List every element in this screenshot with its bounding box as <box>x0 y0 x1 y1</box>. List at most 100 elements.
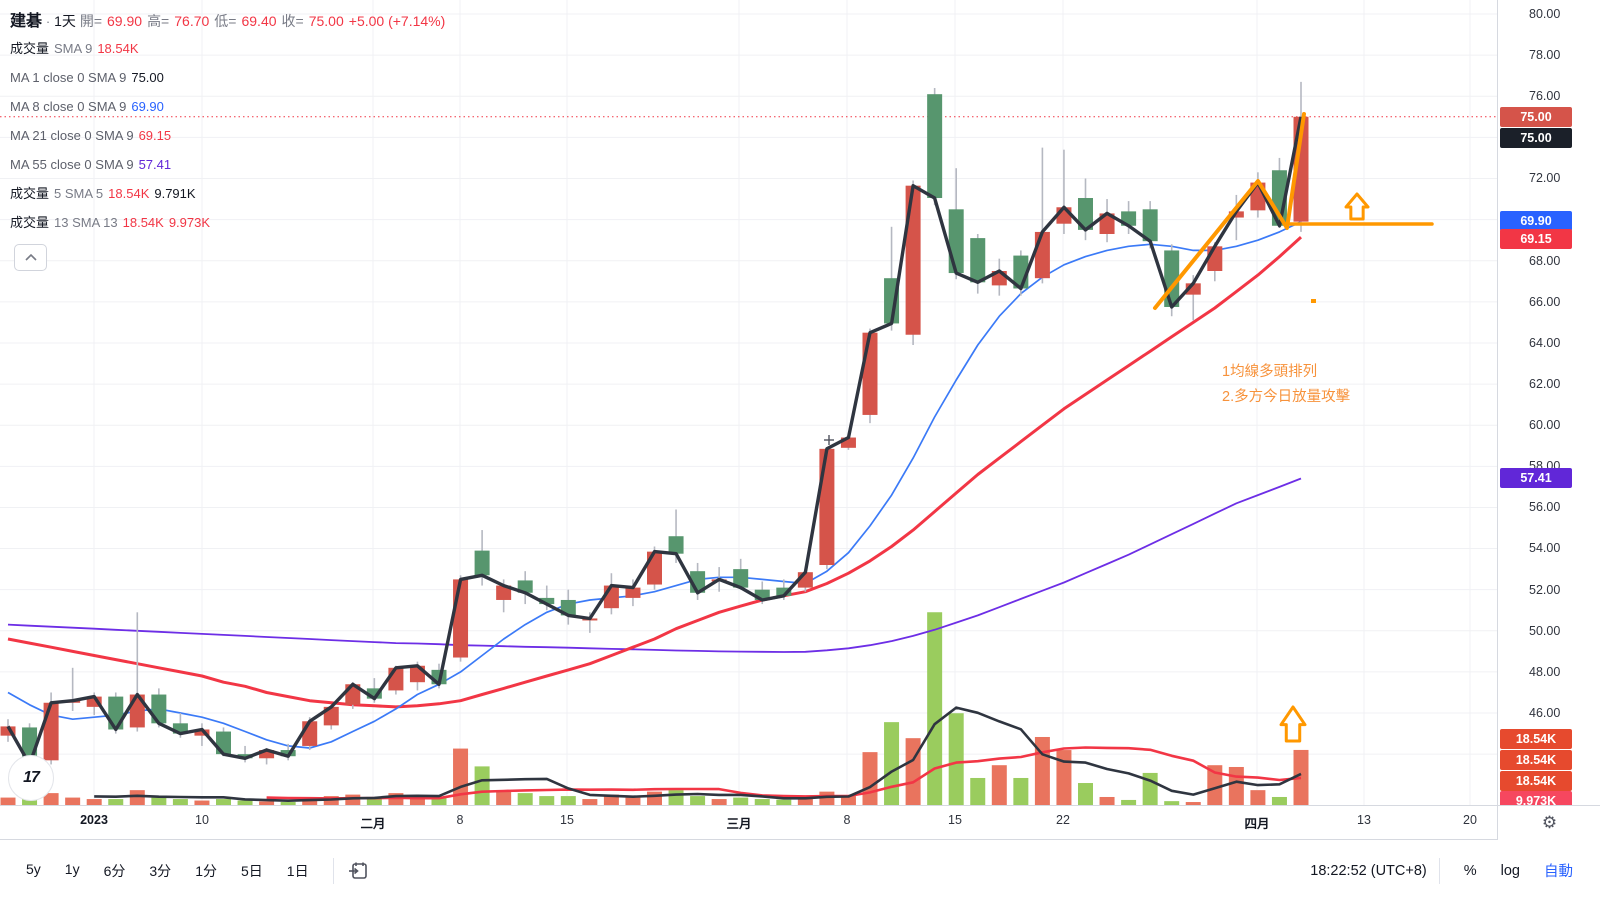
legend-part: 13 SMA 13 <box>54 215 118 230</box>
candle-body <box>668 536 684 554</box>
time-tick-label: 8 <box>843 813 851 827</box>
up-arrow-drawing[interactable] <box>1279 705 1307 743</box>
volume-bar <box>280 802 296 805</box>
volume-bar <box>259 801 275 805</box>
range-button-3分[interactable]: 3分 <box>149 862 172 879</box>
clock-label[interactable]: 18:22:52 (UTC+8) <box>1310 862 1427 879</box>
volume-bar <box>237 800 253 805</box>
legend-part: 9.973K <box>168 215 211 230</box>
volume-bar <box>711 799 727 805</box>
volume-bar <box>862 752 878 805</box>
ma1-close-line <box>6 116 1303 767</box>
candle-body <box>625 587 641 598</box>
legend-part: 76.70 <box>174 13 210 29</box>
legend-part: 75.00 <box>131 70 164 85</box>
price-tick-label: 54.00 <box>1529 541 1561 555</box>
legend-part: 開= <box>79 13 103 29</box>
legend-row-volume-sma5[interactable]: 成交量 5 SMA 5 18.54K 9.791K <box>10 179 450 208</box>
candle-body <box>1142 209 1158 242</box>
price-tick-label: 64.00 <box>1529 336 1561 350</box>
legend-part: 成交量 <box>10 186 50 201</box>
annotation-line-2: 2.多方今日放量攻擊 <box>1222 389 1351 405</box>
volume-sma5-line <box>94 706 1302 802</box>
candle-body <box>517 580 533 593</box>
axis-settings-corner[interactable]: ⚙ <box>1497 805 1600 840</box>
ohlc-values: 開= 69.90 高= 76.70 低= 69.40 收= 75.00 +5.00 (+7.14… <box>80 13 450 29</box>
price-badge: 75.00 <box>1500 107 1572 127</box>
symbol-header[interactable]: 建碁 · 1天 開= 69.90 高= 76.70 低= 69.40 收= 75.00 +5.0… <box>10 8 450 34</box>
volume-bar <box>1271 796 1287 805</box>
candle-body <box>366 688 382 699</box>
range-button-1分[interactable]: 1分 <box>195 862 217 879</box>
time-tick-label: 20 <box>1463 813 1477 827</box>
volume-bar <box>345 794 361 805</box>
price-axis[interactable]: 80.00 78.00 76.00 72.00 68.00 66.00 64.00 62.00… <box>1497 0 1600 811</box>
price-tick-label: 80.00 <box>1529 7 1561 21</box>
price-badge: 57.41 <box>1500 468 1572 488</box>
time-tick-label: 15 <box>948 813 962 827</box>
volume-bar <box>409 796 425 805</box>
candle-body <box>819 448 835 566</box>
goto-date-button[interactable] <box>348 860 370 882</box>
time-tick-label: 15 <box>560 813 574 827</box>
volume-bar <box>625 797 641 805</box>
candle-body <box>323 706 339 726</box>
legend-panel: 建碁 · 1天 開= 69.90 高= 76.70 低= 69.40 收= 75.00 +5.0… <box>10 8 450 237</box>
interval-label[interactable]: 1天 <box>54 13 76 29</box>
up-arrow-drawing[interactable] <box>1344 192 1370 221</box>
volume-bar <box>690 796 706 805</box>
volume-bar <box>1250 790 1266 805</box>
range-button-1y[interactable]: 1y <box>64 860 80 877</box>
volume-bar <box>1121 799 1137 805</box>
tv-logo-glyph: 17 <box>23 769 40 786</box>
candle-body <box>1099 213 1115 234</box>
legend-row-ma1[interactable]: MA 1 close 0 SMA 9 75.00 <box>10 63 450 92</box>
range-button-5y[interactable]: 5y <box>26 860 41 877</box>
percent-scale-button[interactable]: % <box>1463 862 1477 879</box>
volume-bar <box>970 777 986 805</box>
toolbar-right-group: 18:22:52 (UTC+8) % log 自動 <box>1310 856 1600 885</box>
legend-row-ma8[interactable]: MA 8 close 0 SMA 9 69.90 <box>10 92 450 121</box>
legend-row-ma21[interactable]: MA 21 close 0 SMA 9 69.15 <box>10 121 450 150</box>
price-tick-label: 56.00 <box>1529 500 1561 514</box>
range-buttons-group: 5y 1y 6分 3分 1分 5日 1日 <box>0 856 370 886</box>
range-button-1日[interactable]: 1日 <box>286 862 309 879</box>
legend-row-volume-sma9[interactable]: 成交量 SMA 9 18.54K <box>10 34 450 63</box>
legend-part: 57.41 <box>138 157 172 172</box>
volume-bar <box>366 799 382 805</box>
time-tick-label: 二月 <box>360 817 386 831</box>
tradingview-logo[interactable]: 17 <box>8 755 54 801</box>
legend-part: 18.54K <box>122 215 164 230</box>
range-button-6分[interactable]: 6分 <box>103 862 126 879</box>
volume-bar <box>43 793 59 805</box>
gear-icon[interactable]: ⚙ <box>1541 813 1558 832</box>
range-buttons: 5y 1y 6分 3分 1分 5日 1日 <box>16 856 319 886</box>
volume-bar <box>517 793 533 805</box>
candle-body <box>216 731 231 755</box>
candle-body <box>453 579 469 658</box>
candle-body <box>1185 283 1201 295</box>
volume-bar <box>603 794 619 805</box>
bottom-toolbar: 5y 1y 6分 3分 1分 5日 1日 18:22:52 (UTC+8) % log 自動 <box>0 839 1600 900</box>
log-scale-button[interactable]: log <box>1500 862 1520 879</box>
time-tick-label: 13 <box>1357 813 1371 827</box>
legend-row-ma55[interactable]: MA 55 close 0 SMA 9 57.41 <box>10 150 450 179</box>
volume-bar <box>108 799 124 805</box>
candle-body <box>1078 198 1093 230</box>
volume-bar <box>1056 750 1072 805</box>
trend-zigzag-drawing[interactable] <box>1153 112 1306 310</box>
drawing-anchor-dot[interactable] <box>1311 299 1316 303</box>
collapse-legend-button[interactable] <box>14 244 47 271</box>
range-button-5日[interactable]: 5日 <box>240 862 263 879</box>
candle-body <box>539 597 555 605</box>
legend-part: 成交量 <box>10 41 50 56</box>
time-axis[interactable]: 2023 10 二月 8 15 三月 8 15 22 四月 13 20 <box>0 805 1600 840</box>
trade-note-annotation[interactable]: 1均線多頭排列 2.多方今日放量攻擊 <box>1222 360 1350 410</box>
volume-bar <box>1228 766 1244 805</box>
legend-row-volume-sma13[interactable]: 成交量 13 SMA 13 18.54K 9.973K <box>10 208 450 237</box>
symbol-name[interactable]: 建碁 <box>10 13 43 30</box>
auto-scale-button[interactable]: 自動 <box>1544 864 1573 880</box>
legend-part: 18.54K <box>97 41 139 56</box>
